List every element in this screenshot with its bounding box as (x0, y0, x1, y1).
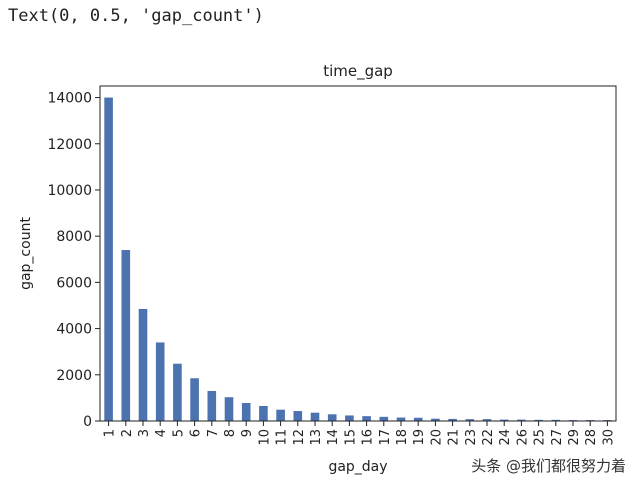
cell-output-text: Text(0, 0.5, 'gap_count') (8, 6, 264, 26)
bar-27 (551, 419, 561, 421)
chart-title: time_gap (323, 62, 393, 81)
bar-1 (104, 97, 113, 421)
y-tick-label: 4000 (56, 322, 92, 338)
y-tick-label: 0 (83, 414, 92, 430)
x-tick-label: 15 (343, 429, 358, 446)
x-tick-label: 2 (120, 429, 135, 437)
y-axis: 0 2000 4000 6000 8000 10000 12000 14000 (47, 91, 100, 430)
x-tick-label: 9 (240, 429, 255, 437)
x-tick-label: 24 (498, 429, 513, 446)
bar-20 (431, 418, 440, 421)
bar-9 (241, 402, 251, 421)
x-tick-label: 3 (137, 429, 152, 437)
x-tick-label: 25 (533, 429, 548, 446)
bar-4 (155, 342, 165, 421)
x-tick-label: 12 (292, 429, 307, 446)
bar-13 (310, 412, 320, 421)
x-tick-label: 23 (464, 429, 479, 446)
bar-21 (448, 418, 457, 421)
x-tick-label: 27 (550, 429, 565, 446)
y-tick-label: 14000 (47, 91, 92, 107)
bar-11 (276, 409, 285, 421)
x-tick-label: 26 (515, 429, 530, 446)
bar-24 (499, 419, 509, 421)
x-tick-label: 11 (275, 429, 290, 446)
x-tick-label: 4 (154, 429, 169, 437)
x-axis-label: gap_day (328, 459, 387, 475)
bar-16 (362, 416, 371, 421)
x-tick-label: 14 (326, 429, 341, 446)
bar-15 (345, 415, 354, 421)
y-tick-label: 12000 (47, 137, 92, 153)
x-tick-label: 5 (171, 429, 186, 437)
bar-18 (396, 417, 406, 421)
y-tick-label: 2000 (56, 368, 92, 384)
y-tick-label: 6000 (56, 275, 92, 291)
x-tick-label: 21 (447, 429, 462, 446)
bar-17 (379, 416, 389, 421)
x-tick-label: 16 (361, 429, 376, 446)
y-tick-label: 8000 (56, 229, 92, 245)
x-tick-label: 18 (395, 429, 410, 446)
x-tick-label: 7 (206, 429, 221, 437)
x-axis: 1 2 3 4 5 6 7 8 9 10 11 12 13 14 15 16 17 18 19 20 21 23 22 24 2… (103, 421, 616, 446)
bar-7 (207, 390, 217, 421)
x-tick-label: 20 (429, 429, 444, 446)
x-tick-label: 28 (584, 429, 599, 446)
bar-25 (534, 419, 543, 421)
bar-2 (121, 250, 131, 421)
bar-14 (327, 414, 337, 421)
bar-26 (517, 419, 526, 421)
bar-23 (465, 419, 475, 421)
y-axis-label: gap_count (18, 217, 34, 290)
bar-5 (173, 363, 182, 421)
y-tick-label: 10000 (47, 183, 92, 199)
x-tick-label: 8 (223, 429, 238, 437)
x-tick-label: 17 (378, 429, 393, 446)
x-tick-label: 22 (481, 429, 496, 446)
plot-frame (99, 85, 617, 422)
x-tick-label: 10 (257, 429, 272, 446)
x-tick-label: 19 (412, 429, 427, 446)
bar-12 (293, 411, 303, 421)
x-tick-label: 6 (189, 429, 204, 437)
bar-22 (482, 419, 492, 421)
x-tick-label: 1 (103, 429, 118, 437)
bar-10 (259, 405, 268, 421)
x-tick-label: 30 (601, 429, 616, 446)
bar-19 (413, 417, 423, 421)
x-tick-label: 13 (309, 429, 324, 446)
bar-6 (190, 378, 199, 421)
watermark-text: 头条 @我们都很努力着 (469, 455, 628, 476)
bars-group (104, 97, 612, 421)
bar-8 (224, 397, 234, 421)
bar-3 (138, 308, 148, 421)
x-tick-label: 29 (567, 429, 582, 446)
